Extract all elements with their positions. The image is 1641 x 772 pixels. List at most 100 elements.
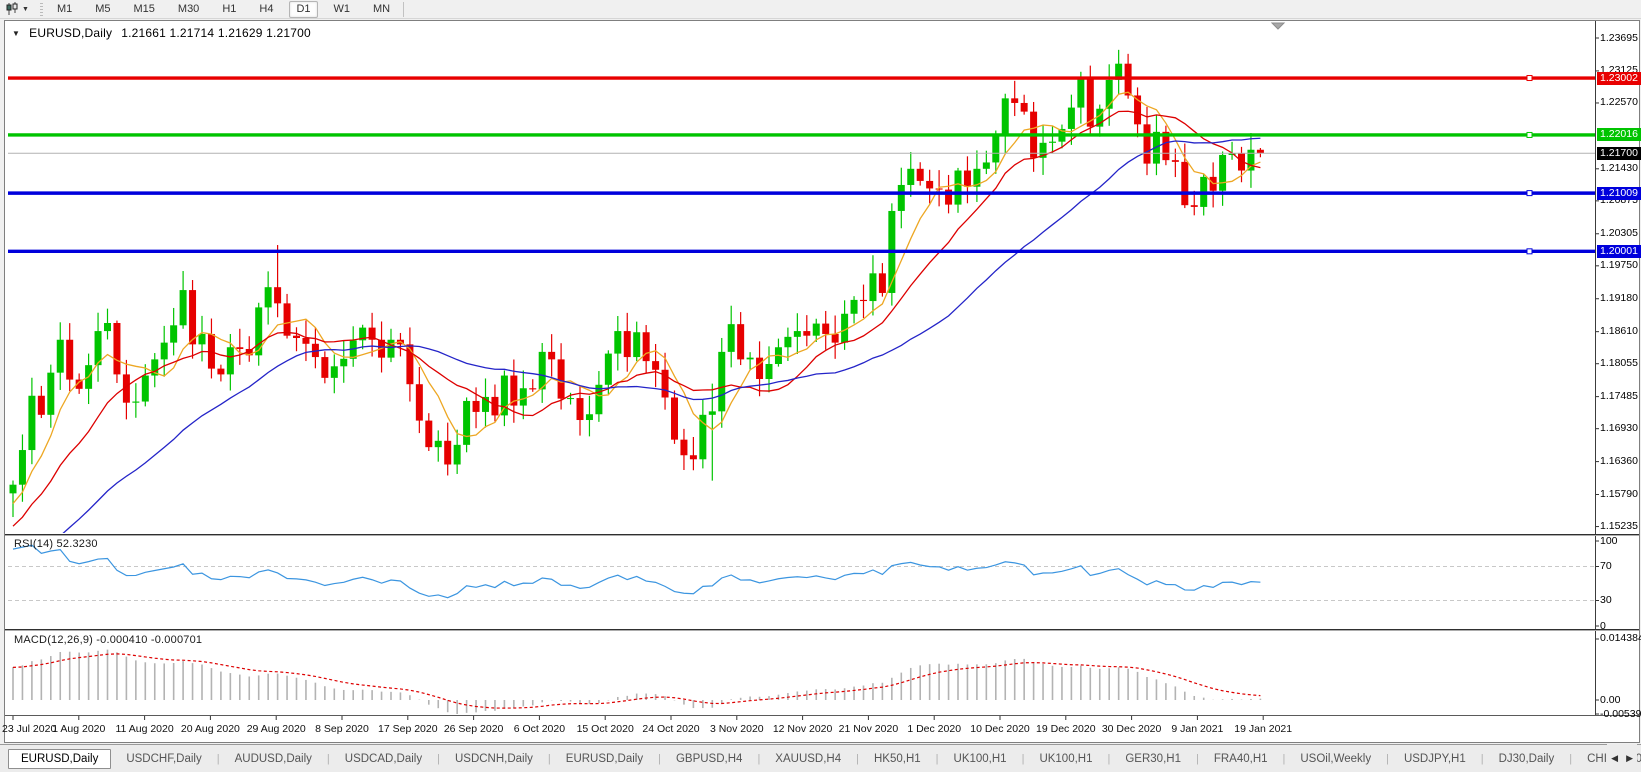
tab-separator: | (935, 752, 939, 765)
date-tick-label: 21 Nov 2020 (838, 723, 899, 735)
chart-window[interactable] (4, 20, 1640, 743)
price-tick-label: 1.17485 (1600, 390, 1638, 403)
price-tick-label: 1.20305 (1600, 227, 1638, 240)
date-tick-label: 3 Nov 2020 (709, 723, 764, 735)
tab-usoil-weekly[interactable]: USOil,Weekly (1300, 752, 1372, 765)
hline-price-label: 1.23002 (1597, 71, 1641, 85)
current-price-label: 1.21700 (1597, 146, 1641, 160)
tab-separator: | (856, 752, 859, 765)
macd-tick-label: -0.005396 (1600, 707, 1641, 720)
price-tick-label: 1.23695 (1600, 31, 1638, 44)
moving-average-fast (12, 91, 1261, 504)
price-tick-label: 1.16360 (1600, 455, 1638, 468)
date-tick-label: 8 Sep 2020 (315, 723, 369, 735)
rsi-macd-separator[interactable] (5, 629, 1639, 631)
tab-usdcnh-daily[interactable]: USDCNH,Daily (454, 752, 533, 765)
rsi-tick-label: 0 (1600, 619, 1606, 632)
timeframe-button-W1[interactable]: W1 (333, 2, 351, 15)
moving-average-slow (62, 137, 1261, 533)
date-tick-label: 9 Jan 2021 (1171, 723, 1224, 735)
timeframe-toolbar: ▼ M1 M5 M15 M30 H1 H4 D1 W1 MN (0, 0, 1641, 19)
tab-gbpusd-h4[interactable]: GBPUSD,H4 (675, 752, 743, 765)
symbol-timeframe-label: EURUSD,Daily (29, 26, 113, 40)
date-tick-label: 17 Sep 2020 (378, 723, 438, 735)
tab-fra40-h1[interactable]: FRA40,H1 (1213, 752, 1268, 765)
price-tick-label: 1.19750 (1600, 259, 1638, 272)
timeframe-button-M5[interactable]: M5 (95, 2, 111, 15)
tab-uk100-h1[interactable]: UK100,H1 (1039, 752, 1093, 765)
tab-separator: | (547, 752, 551, 765)
tab-usdchf-daily[interactable]: USDCHF,Daily (126, 752, 202, 765)
tab-eurusd-daily[interactable]: EURUSD,Daily (565, 752, 644, 765)
rsi-line (12, 544, 1261, 599)
date-tick-label: 1 Dec 2020 (907, 723, 962, 735)
tab-separator: | (437, 752, 440, 765)
macd-tick-label: 0.00 (1600, 693, 1621, 706)
tab-eurusd-daily[interactable]: EURUSD,Daily (8, 748, 112, 769)
price-tick-label: 1.22570 (1600, 96, 1638, 109)
macd-dateaxis-separator (5, 715, 1639, 716)
date-tick-label: 6 Oct 2020 (513, 723, 566, 735)
line-anchor-handle (1526, 190, 1533, 197)
chart-shift-marker-icon[interactable] (1270, 22, 1286, 30)
moving-average-medium (12, 110, 1261, 527)
toolbar-separator (403, 1, 405, 17)
date-tick-label: 30 Dec 2020 (1101, 723, 1162, 735)
rsi-indicator-label: RSI(14) 52.3230 (14, 538, 98, 550)
hline-price-label: 1.20001 (1597, 244, 1641, 258)
price-axis-border (1595, 21, 1596, 716)
tab-separator: | (1480, 752, 1484, 765)
horizontal-lines[interactable] (8, 75, 1595, 255)
tab-xauusd-h4[interactable]: XAUUSD,H4 (775, 752, 842, 765)
tab-ger30-h1[interactable]: GER30,H1 (1125, 752, 1181, 765)
date-tick-label: 23 Jul 2020 (2, 723, 57, 735)
timeframe-button-H4[interactable]: H4 (259, 2, 274, 15)
price-tick-label: 1.15790 (1600, 488, 1638, 500)
tab-usdjpy-h1[interactable]: USDJPY,H1 (1403, 752, 1466, 765)
tab-separator: | (658, 752, 661, 765)
timeframe-button-M1[interactable]: M1 (56, 2, 73, 15)
hline-price-label: 1.21009 (1597, 186, 1641, 200)
chart-type-icon[interactable] (4, 2, 20, 16)
rsi-tick-label: 30 (1600, 594, 1612, 606)
timeframe-button-M15[interactable]: M15 (133, 2, 155, 15)
rsi-tick-label: 100 (1600, 534, 1618, 547)
timeframe-button-M30[interactable]: M30 (177, 2, 200, 15)
main-rsi-separator[interactable] (5, 534, 1639, 536)
tab-audusd-daily[interactable]: AUDUSD,Daily (234, 752, 312, 765)
date-tick-label: 19 Dec 2020 (1036, 723, 1096, 735)
tab-usdcad-daily[interactable]: USDCAD,Daily (344, 752, 423, 765)
tab-separator: | (1195, 752, 1199, 765)
date-tick-label: 15 Oct 2020 (576, 723, 634, 735)
chart-title: ▼ EURUSD,Daily 1.21661 1.21714 1.21629 1… (12, 26, 311, 40)
price-tick-label: 1.19180 (1600, 292, 1638, 305)
date-tick-label: 26 Sep 2020 (443, 723, 504, 735)
chart-tab-bar: EURUSD,Daily USDCHF,Daily | AUDUSD,Daily | US… (0, 744, 1641, 772)
candlestick-chart-icon (6, 2, 18, 15)
date-tick-label: 10 Dec 2020 (970, 723, 1030, 735)
timeframe-button-D1[interactable]: D1 (289, 0, 318, 18)
price-tick-label: 1.15235 (1600, 520, 1638, 533)
tab-scroll-right-icon[interactable]: ▶ (1626, 752, 1633, 763)
chart-type-dropdown-caret-icon[interactable]: ▼ (22, 5, 29, 13)
macd-signal-line (12, 653, 1261, 709)
date-tick-label: 12 Nov 2020 (772, 723, 833, 735)
timeframe-button-H1[interactable]: H1 (222, 2, 237, 15)
macd-histogram (12, 649, 1262, 714)
date-tick-label: 11 Aug 2020 (115, 723, 174, 735)
tab-uk100-h1[interactable]: UK100,H1 (953, 752, 1007, 765)
ohlc-values: 1.21661 1.21714 1.21629 1.21700 (121, 26, 311, 40)
tab-hk50-h1[interactable]: HK50,H1 (873, 752, 921, 765)
price-tick-label: 1.21430 (1600, 162, 1638, 175)
tab-scroll-arrows: ◀ ▶ (1607, 744, 1637, 772)
collapse-triangle-icon[interactable]: ▼ (12, 28, 21, 38)
tab-scroll-left-icon[interactable]: ◀ (1611, 752, 1619, 763)
date-tick-label: 1 Aug 2020 (52, 723, 106, 735)
tab-separator: | (1386, 752, 1389, 765)
timeframe-button-MN[interactable]: MN (373, 2, 391, 15)
macd-tick-label: 0.014384 (1600, 632, 1641, 645)
tab-dj30-daily[interactable]: DJ30,Daily (1498, 752, 1555, 765)
line-anchor-handle (1526, 75, 1533, 82)
line-anchor-handle (1526, 131, 1533, 138)
